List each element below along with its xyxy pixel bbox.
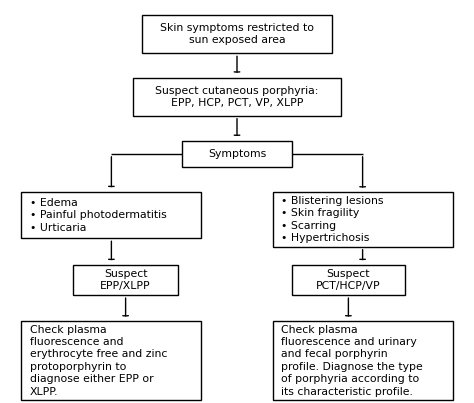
FancyBboxPatch shape — [73, 265, 178, 295]
Text: Symptoms: Symptoms — [208, 149, 266, 159]
Text: Suspect
PCT/HCP/VP: Suspect PCT/HCP/VP — [316, 269, 381, 291]
FancyBboxPatch shape — [21, 192, 201, 238]
FancyBboxPatch shape — [273, 193, 453, 247]
Text: Suspect cutaneous porphyria:
EPP, HCP, PCT, VP, XLPP: Suspect cutaneous porphyria: EPP, HCP, P… — [155, 85, 319, 108]
FancyBboxPatch shape — [21, 322, 201, 400]
FancyBboxPatch shape — [182, 141, 292, 167]
Text: • Edema
• Painful photodermatitis
• Urticaria: • Edema • Painful photodermatitis • Urti… — [30, 198, 167, 233]
FancyBboxPatch shape — [142, 15, 332, 53]
Text: Check plasma
fluorescence and
erythrocyte free and zinc
protoporphyrin to
diagno: Check plasma fluorescence and erythrocyt… — [30, 325, 167, 397]
Text: Skin symptoms restricted to
sun exposed area: Skin symptoms restricted to sun exposed … — [160, 23, 314, 46]
FancyBboxPatch shape — [133, 77, 341, 116]
Text: • Blistering lesions
• Skin fragility
• Scarring
• Hypertrichosis: • Blistering lesions • Skin fragility • … — [281, 196, 383, 243]
FancyBboxPatch shape — [292, 265, 405, 295]
Text: Check plasma
fluorescence and urinary
and fecal porphyrin
profile. Diagnose the : Check plasma fluorescence and urinary an… — [281, 325, 423, 397]
FancyBboxPatch shape — [273, 322, 453, 400]
Text: Suspect
EPP/XLPP: Suspect EPP/XLPP — [100, 269, 151, 291]
